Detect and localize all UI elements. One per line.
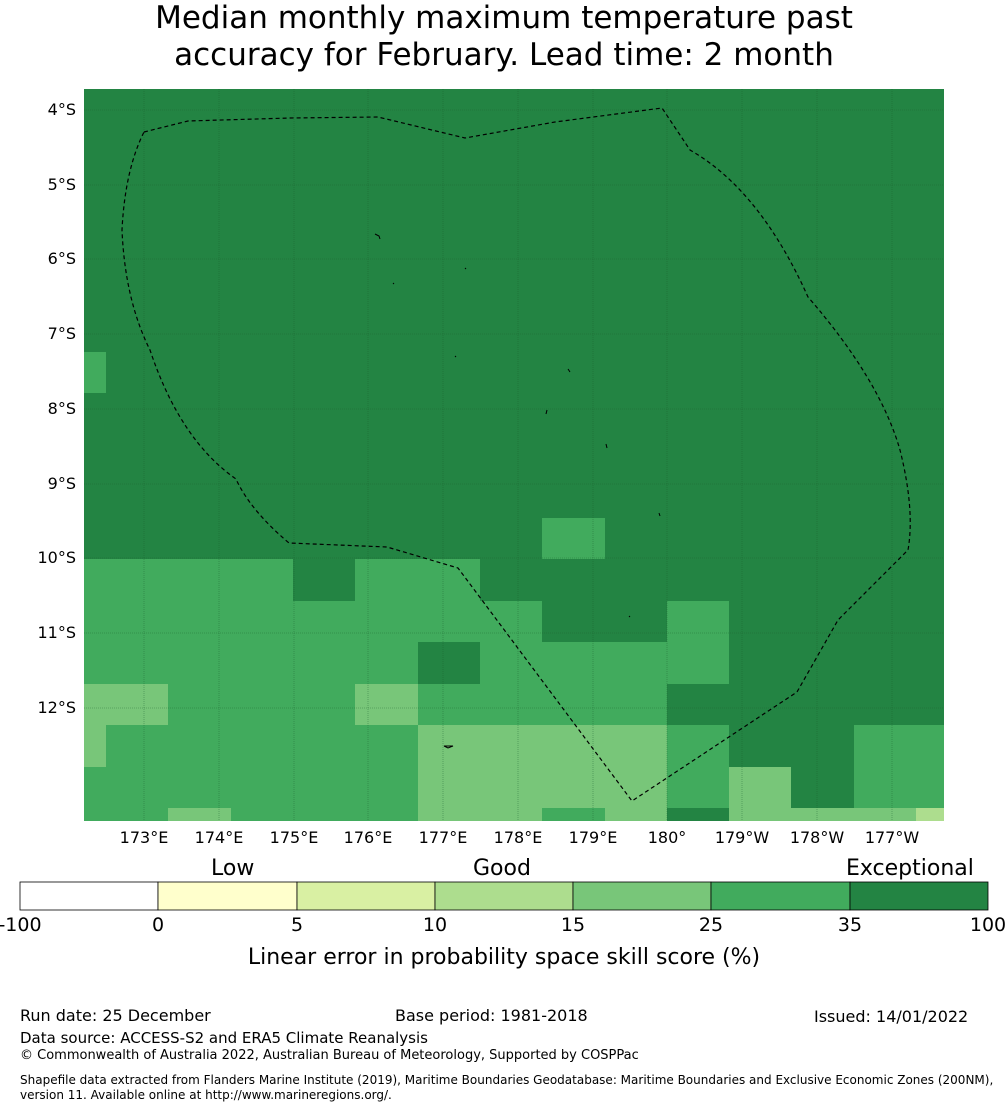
skill-grid xyxy=(84,89,944,821)
lon-label: 174°E xyxy=(194,828,244,847)
grid-cell xyxy=(418,642,480,684)
grid-cell xyxy=(791,808,916,821)
island-outline xyxy=(454,355,457,358)
colorbar-tick: 35 xyxy=(837,914,863,936)
colorbar-segment xyxy=(157,881,298,911)
grid-cell xyxy=(729,767,791,821)
island-outline xyxy=(374,233,381,240)
lon-label: 177°W xyxy=(864,828,920,847)
map-title-line2: accuracy for February. Lead time: 2 mont… xyxy=(174,37,834,73)
legend-category-low: Low xyxy=(211,856,255,881)
colorbar-tick: -100 xyxy=(0,914,42,936)
grid-cell xyxy=(729,725,854,767)
colorbar-tick: 5 xyxy=(290,914,304,936)
eez-boundary xyxy=(121,107,911,802)
island-outline xyxy=(464,267,467,270)
copyright: © Commonwealth of Australia 2022, Austra… xyxy=(20,1048,639,1063)
grid-cell xyxy=(418,725,667,821)
grid-cell xyxy=(667,684,944,725)
island-outline xyxy=(567,368,571,373)
grid-cell xyxy=(542,601,667,642)
colorbar-segment xyxy=(434,881,574,911)
colorbar-tick: 25 xyxy=(698,914,724,936)
grid-cell xyxy=(355,684,418,725)
grid-cell xyxy=(542,808,605,821)
lon-label: 180° xyxy=(647,828,687,847)
colorbar xyxy=(19,881,989,911)
island-outline xyxy=(443,745,454,749)
eez-boundary-line xyxy=(121,107,911,802)
lat-label: 9°S xyxy=(47,474,76,493)
lon-label: 178°E xyxy=(493,828,543,847)
grid-cell xyxy=(667,601,729,684)
colorbar-tick: 100 xyxy=(969,914,1007,936)
colorbar-title: Linear error in probability space skill … xyxy=(247,945,761,970)
lat-label: 7°S xyxy=(47,324,76,343)
colorbar-segment xyxy=(710,881,851,911)
island-outline xyxy=(628,615,631,618)
island-outline xyxy=(545,409,548,415)
grid-cell xyxy=(916,808,944,821)
lon-label: 176°E xyxy=(343,828,393,847)
grid-cell xyxy=(84,684,168,725)
grid-cell xyxy=(854,725,944,808)
base-period: Base period: 1981-2018 xyxy=(395,1006,588,1025)
legend-category-exceptional: Exceptional xyxy=(846,856,974,881)
lat-label: 12°S xyxy=(37,698,76,717)
grid-cell xyxy=(168,808,231,821)
grid-cell xyxy=(84,725,106,767)
lat-label: 4°S xyxy=(47,100,76,119)
grid-cell xyxy=(84,352,106,393)
lon-label: 173°E xyxy=(119,828,169,847)
graticule xyxy=(84,89,944,821)
shapefile-credit: Shapefile data extracted from Flanders M… xyxy=(20,1073,994,1102)
lat-label: 6°S xyxy=(47,249,76,268)
island-outline xyxy=(392,282,395,285)
map-title-line1: Median monthly maximum temperature past xyxy=(155,0,853,36)
islands xyxy=(374,233,661,749)
colorbar-tick: 15 xyxy=(560,914,586,936)
lon-label: 175°E xyxy=(269,828,319,847)
lon-label: 179°W xyxy=(714,828,770,847)
grid-cell xyxy=(542,518,605,559)
grid-cell xyxy=(667,725,729,808)
skill-score-map xyxy=(84,89,944,821)
island-outline xyxy=(605,443,608,449)
colorbar-tick: 10 xyxy=(422,914,448,936)
colorbar-segment xyxy=(296,881,436,911)
grid-cell xyxy=(84,559,480,601)
lat-label: 11°S xyxy=(37,623,76,642)
colorbar-segment xyxy=(19,881,159,911)
run-date: Run date: 25 December xyxy=(20,1006,211,1025)
lat-label: 5°S xyxy=(47,175,76,194)
lat-label: 10°S xyxy=(37,548,76,567)
lon-label: 179°E xyxy=(568,828,618,847)
colorbar-tick: 0 xyxy=(151,914,165,936)
lon-label: 178°W xyxy=(789,828,845,847)
colorbar-segment xyxy=(849,881,989,911)
island-outline xyxy=(658,512,661,517)
map-title: Median monthly maximum temperature past … xyxy=(0,0,1008,74)
lon-label: 177°E xyxy=(418,828,468,847)
grid-cell xyxy=(293,559,355,601)
data-source: Data source: ACCESS-S2 and ERA5 Climate … xyxy=(20,1029,428,1047)
legend-category-good: Good xyxy=(473,856,531,881)
colorbar-segment xyxy=(572,881,712,911)
issued-date: Issued: 14/01/2022 xyxy=(814,1007,969,1026)
lat-label: 8°S xyxy=(47,399,76,418)
